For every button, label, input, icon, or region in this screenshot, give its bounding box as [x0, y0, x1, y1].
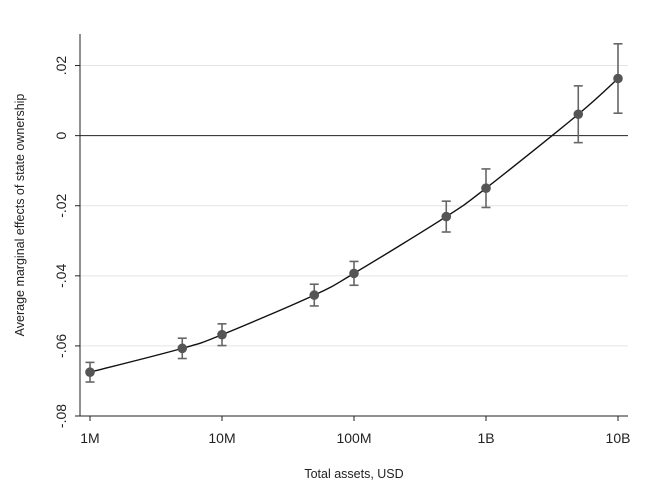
x-tick-label: 10M: [208, 430, 235, 446]
data-point: [85, 367, 95, 377]
y-tick-label: -.02: [53, 193, 69, 217]
data-point: [177, 343, 188, 354]
y-tick-label: -.04: [53, 264, 69, 288]
x-tick-label: 10B: [606, 430, 631, 446]
x-tick-label: 1M: [80, 430, 99, 446]
y-tick-label: .02: [53, 56, 69, 76]
data-point: [309, 290, 320, 300]
x-axis-title: Total assets, USD: [304, 467, 403, 481]
series-layer: [85, 43, 623, 383]
y-axis-ticks: .02 0 -.02 -.04 -.06 -.08: [53, 56, 80, 428]
data-point: [441, 211, 452, 222]
y-axis-title: Average marginal effects of state owners…: [13, 94, 27, 337]
x-tick-label: 100M: [336, 430, 371, 446]
x-axis-ticks: 1M 10M 100M 1B 10B: [80, 416, 630, 446]
data-point: [349, 268, 359, 279]
data-point: [613, 73, 623, 84]
data-point: [217, 329, 227, 340]
y-tick-label: -.08: [53, 404, 69, 428]
data-point: [481, 183, 491, 194]
data-point: [573, 109, 584, 120]
y-tick-label: 0: [53, 132, 69, 140]
x-tick-label: 1B: [477, 430, 494, 446]
y-tick-label: -.06: [53, 334, 69, 358]
